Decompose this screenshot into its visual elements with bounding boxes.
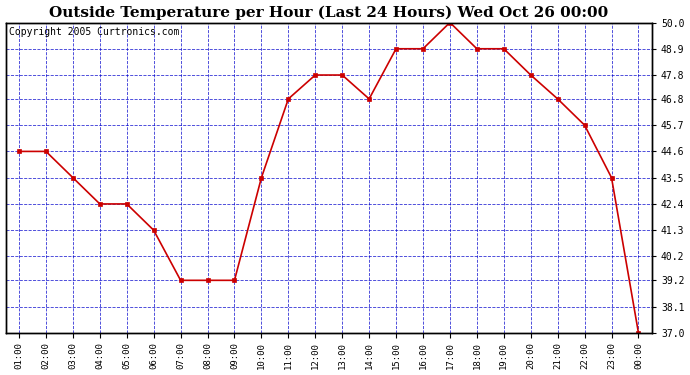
Text: Copyright 2005 Curtronics.com: Copyright 2005 Curtronics.com (9, 27, 179, 37)
Title: Outside Temperature per Hour (Last 24 Hours) Wed Oct 26 00:00: Outside Temperature per Hour (Last 24 Ho… (49, 6, 609, 20)
